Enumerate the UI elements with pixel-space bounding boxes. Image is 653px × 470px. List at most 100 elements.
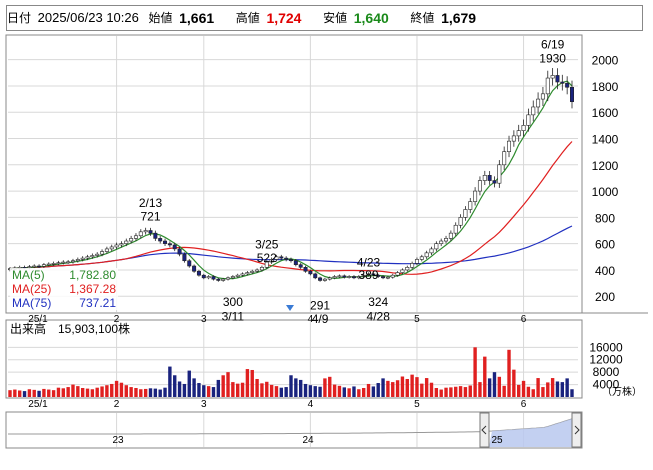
candle-body — [414, 259, 419, 264]
annotation-label: 4/28 — [367, 310, 391, 324]
candle-body — [70, 260, 75, 263]
candle-body — [95, 253, 100, 256]
volume-tick-label: 12000 — [589, 353, 623, 367]
candle-body — [172, 244, 177, 250]
volume-bar — [303, 383, 308, 397]
volume-bar — [560, 382, 565, 397]
candle-body — [245, 272, 250, 275]
volume-bar — [487, 378, 492, 397]
ma-legend-box — [10, 268, 118, 310]
volume-bar — [163, 387, 167, 397]
volume-bar — [80, 387, 85, 397]
month-label: 4 — [308, 314, 314, 325]
volume-bar — [361, 387, 366, 397]
volume-bar — [546, 382, 550, 397]
volume-bar — [357, 389, 361, 397]
candle-body — [565, 83, 570, 88]
volume-bar — [148, 388, 153, 397]
candle-body — [264, 261, 269, 268]
candle-body — [468, 201, 473, 210]
annotation-label: 4/9 — [312, 312, 329, 326]
annotation-label: 389 — [359, 268, 379, 282]
candle-body — [381, 276, 386, 279]
volume-bar — [424, 378, 429, 397]
volume-panel-frame — [5, 319, 583, 399]
volume-bar — [17, 390, 22, 397]
volume-bar — [526, 386, 531, 397]
month-label: 3 — [201, 399, 207, 410]
candle-body — [318, 277, 323, 281]
volume-bar — [502, 385, 506, 397]
candle-body — [526, 114, 531, 126]
candle-body — [124, 240, 129, 244]
open-value: 1,661 — [179, 10, 215, 26]
volume-bar — [90, 389, 95, 397]
volume-bar — [143, 388, 148, 397]
volume-bar — [279, 387, 284, 397]
candle-body — [482, 175, 487, 181]
candle-body — [313, 273, 318, 279]
navigator-right-handle[interactable] — [571, 412, 582, 448]
navigator-year-label: 23 — [112, 435, 124, 446]
candle-body — [100, 251, 105, 255]
period-marker-icon[interactable] — [286, 305, 294, 311]
volume-bar — [395, 380, 400, 397]
candle-body — [148, 230, 153, 234]
candle-body — [497, 164, 502, 184]
navigator-frame — [5, 411, 583, 449]
volume-bar — [13, 389, 17, 397]
candle-body — [114, 244, 119, 248]
volume-bar — [332, 384, 337, 397]
candle-body — [371, 273, 376, 276]
candle-body — [511, 135, 516, 142]
volume-bar — [71, 384, 75, 397]
volume-bar — [342, 387, 346, 397]
close-label: 終値 — [410, 11, 435, 25]
candle-body — [187, 260, 192, 267]
candle-body — [332, 276, 337, 279]
ma25-legend-value: 1,367.28 — [69, 282, 116, 296]
candle-body — [303, 267, 308, 272]
candle-body — [439, 240, 444, 244]
volume-bar — [298, 379, 303, 397]
candle-body — [153, 232, 158, 239]
annotation-label: 6/19 — [541, 37, 565, 51]
volume-bar — [245, 369, 250, 397]
volume-bar — [51, 390, 56, 397]
candle-body — [570, 86, 574, 103]
volume-bar — [124, 385, 128, 397]
month-label: 6 — [521, 399, 527, 410]
month-label: 4 — [308, 399, 314, 410]
annotation-label: 291 — [310, 298, 330, 312]
volume-bar — [458, 386, 463, 397]
candle-body — [61, 261, 66, 264]
volume-bar — [182, 383, 187, 397]
volume-bar — [95, 387, 99, 397]
volume-tick-label: 16000 — [589, 340, 623, 354]
candle-body — [473, 190, 478, 202]
month-label: 25/1 — [28, 399, 48, 410]
volume-bar — [27, 389, 32, 397]
candle-body — [487, 175, 492, 181]
volume-bar — [260, 383, 264, 397]
candle-body — [85, 256, 90, 259]
candle-body — [560, 81, 565, 84]
navigator-left-handle[interactable] — [479, 412, 490, 448]
annotation-label: 721 — [140, 210, 160, 224]
volume-bar — [429, 382, 434, 397]
candle-body — [90, 255, 95, 258]
candle-body — [138, 231, 143, 237]
candle-body — [424, 252, 429, 258]
volume-bar — [119, 382, 124, 397]
price-tick-label: 1400 — [592, 133, 619, 147]
annotation-label: 3/25 — [255, 237, 279, 251]
volume-bar — [221, 375, 225, 397]
candle-body — [516, 130, 521, 137]
volume-bar — [391, 382, 395, 397]
candle-body — [356, 276, 361, 279]
ma75-legend-value: 737.21 — [79, 296, 116, 310]
candle-body — [221, 278, 226, 281]
candle-body — [337, 275, 342, 278]
candle-body — [327, 277, 332, 280]
